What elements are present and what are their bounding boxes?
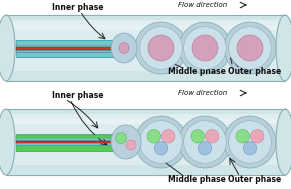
Text: Flow direction: Flow direction: [178, 90, 227, 96]
Ellipse shape: [126, 140, 136, 150]
Ellipse shape: [276, 15, 291, 81]
Ellipse shape: [236, 129, 249, 143]
Ellipse shape: [154, 142, 168, 155]
Bar: [16, 44, 118, 51]
Ellipse shape: [0, 109, 15, 175]
Ellipse shape: [116, 132, 127, 143]
Bar: [6, 25, 285, 71]
Bar: [16, 145, 118, 150]
Ellipse shape: [192, 35, 218, 61]
Ellipse shape: [229, 121, 271, 163]
Ellipse shape: [179, 116, 231, 168]
Ellipse shape: [205, 129, 219, 143]
Bar: [16, 46, 118, 50]
Ellipse shape: [111, 33, 137, 63]
Bar: [6, 119, 285, 165]
Ellipse shape: [229, 27, 271, 69]
Bar: [16, 135, 118, 138]
Ellipse shape: [184, 121, 226, 163]
Ellipse shape: [135, 116, 187, 168]
Text: Flow direction: Flow direction: [178, 2, 227, 8]
Bar: [6, 20, 285, 30]
Text: Outer phase: Outer phase: [228, 174, 281, 184]
Bar: [6, 15, 285, 81]
Ellipse shape: [198, 142, 212, 155]
Bar: [16, 141, 118, 143]
Ellipse shape: [148, 35, 174, 61]
Ellipse shape: [0, 15, 15, 81]
Ellipse shape: [237, 35, 263, 61]
Bar: [16, 133, 118, 139]
Ellipse shape: [140, 27, 182, 69]
Bar: [16, 139, 118, 145]
Text: Inner phase: Inner phase: [52, 91, 104, 99]
Bar: [6, 114, 285, 124]
Text: Middle phase: Middle phase: [168, 67, 226, 75]
Bar: [6, 109, 285, 175]
Bar: [16, 40, 118, 46]
Text: Outer phase: Outer phase: [228, 67, 281, 75]
Ellipse shape: [251, 129, 264, 143]
Ellipse shape: [184, 27, 226, 69]
Text: Middle phase: Middle phase: [168, 174, 226, 184]
Ellipse shape: [119, 43, 129, 53]
Ellipse shape: [162, 129, 175, 143]
Ellipse shape: [135, 22, 187, 74]
Ellipse shape: [179, 22, 231, 74]
Ellipse shape: [224, 116, 276, 168]
Text: Inner phase: Inner phase: [52, 2, 104, 12]
Ellipse shape: [111, 125, 141, 159]
Ellipse shape: [276, 109, 291, 175]
Ellipse shape: [224, 22, 276, 74]
Ellipse shape: [191, 129, 205, 143]
Ellipse shape: [140, 121, 182, 163]
Ellipse shape: [147, 129, 160, 143]
Bar: [16, 50, 118, 57]
Ellipse shape: [243, 142, 257, 155]
